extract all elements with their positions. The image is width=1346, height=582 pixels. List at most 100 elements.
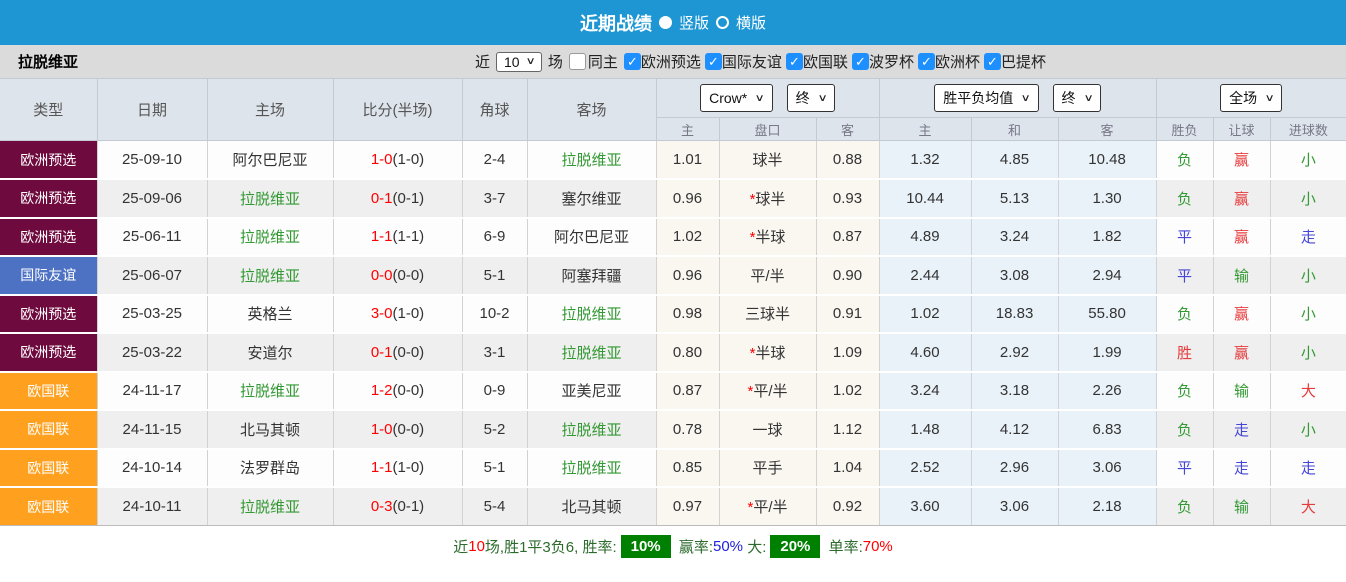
cell-avg-draw: 3.06: [971, 487, 1059, 526]
cell-type: 欧国联: [0, 448, 98, 488]
near-count-value: 10: [503, 53, 520, 70]
odds-stage-value: 终: [795, 90, 810, 106]
scope-select[interactable]: 全场 ∨: [1220, 84, 1283, 112]
cell-odds-away: 1.04: [816, 448, 880, 488]
col-header-corners: 角球: [461, 78, 528, 141]
cell-result-goals: 小: [1270, 256, 1346, 296]
cell-result-handicap: 走: [1213, 448, 1271, 488]
avg-stage-select[interactable]: 终 ∨: [1052, 84, 1101, 112]
cell-away-team: 拉脱维亚: [527, 448, 657, 488]
competition-checkbox-4[interactable]: ✓: [917, 53, 935, 70]
horizontal-layout-radio[interactable]: [716, 16, 729, 29]
cell-corners: 6-9: [462, 217, 528, 257]
summary-segment: 场,胜1平3负6, 胜率:: [484, 539, 617, 556]
score-fulltime: 0-1: [370, 189, 393, 207]
cell-result-goals: 小: [1270, 294, 1346, 334]
handicap-text: 平/半: [753, 499, 788, 516]
matches-label: 场: [547, 54, 563, 71]
table-row: 欧国联 24-10-14 法罗群岛 1-1(1-0) 5-1 拉脱维亚 0.85 平手 1.04…: [0, 448, 1346, 488]
score-halftime: (0-0): [392, 420, 425, 438]
cell-result-winloss: 平: [1156, 448, 1214, 488]
competition-checkbox-3[interactable]: ✓: [851, 53, 869, 70]
cell-type: 欧洲预选: [0, 333, 98, 373]
cell-odds-home: 0.87: [656, 371, 720, 411]
cell-home-team: 阿尔巴尼亚: [207, 140, 334, 180]
cell-result-winloss: 胜: [1156, 333, 1214, 373]
cell-odds-home: 0.96: [656, 179, 720, 219]
table-row: 欧国联 24-10-11 拉脱维亚 0-3(0-1) 5-4 北马其顿 0.97 *平/半 0.…: [0, 487, 1346, 526]
competition-checkbox-0[interactable]: ✓: [623, 53, 641, 70]
cell-result-winloss: 负: [1156, 294, 1214, 334]
summary-segment: 10%: [620, 535, 671, 558]
avg-type-value: 胜平负均值: [943, 90, 1014, 106]
cell-result-winloss: 负: [1156, 371, 1214, 411]
score-halftime: (1-0): [392, 305, 425, 323]
cell-avg-draw: 4.12: [971, 410, 1059, 450]
vertical-layout-radio[interactable]: [658, 16, 672, 29]
vertical-layout-label[interactable]: 竖版: [678, 15, 709, 32]
subheader-avg-home: 主: [878, 117, 972, 141]
subheader-handicap: 盘口: [718, 117, 817, 141]
odds-group-header: Crow* ∨ 终 ∨: [655, 78, 880, 118]
cell-score: 1-2(0-0): [333, 371, 463, 411]
cell-avg-away: 2.18: [1058, 487, 1157, 526]
cell-type: 欧国联: [0, 371, 98, 411]
cell-home-team: 拉脱维亚: [207, 256, 334, 296]
cell-handicap: *球半: [719, 179, 817, 219]
cell-handicap: *半球: [719, 333, 817, 373]
horizontal-layout-label[interactable]: 横版: [736, 15, 767, 32]
handicap-star: *: [749, 344, 756, 362]
score-halftime: (0-1): [392, 189, 425, 207]
avg-stage-value: 终: [1061, 90, 1076, 106]
cell-avg-draw: 3.08: [971, 256, 1059, 296]
score-halftime: (0-0): [392, 343, 425, 361]
subheader-goals: 进球数: [1269, 117, 1346, 141]
score-halftime: (0-0): [392, 382, 425, 400]
cell-avg-home: 3.60: [879, 487, 972, 526]
competition-checkbox-5[interactable]: ✓: [983, 53, 1001, 70]
cell-avg-draw: 2.96: [971, 448, 1059, 488]
odds-company-select[interactable]: Crow* ∨: [700, 84, 773, 112]
cell-score: 1-1(1-0): [333, 448, 463, 488]
competition-checkbox-2[interactable]: ✓: [785, 53, 803, 70]
cell-result-handicap: 输: [1213, 256, 1271, 296]
competition-checkbox-1[interactable]: ✓: [704, 53, 722, 70]
cell-odds-away: 0.90: [816, 256, 880, 296]
cell-result-winloss: 负: [1156, 140, 1214, 180]
cell-corners: 3-1: [462, 333, 528, 373]
same-home-checkbox[interactable]: [568, 53, 586, 70]
competition-label-2: 欧国联: [802, 54, 848, 71]
cell-result-handicap: 输: [1213, 487, 1271, 526]
avg-type-select[interactable]: 胜平负均值 ∨: [934, 84, 1039, 112]
subheader-giveball: 让球: [1212, 117, 1271, 141]
cell-avg-home: 4.89: [879, 217, 972, 257]
table-row: 欧洲预选 25-03-25 英格兰 3-0(1-0) 10-2 拉脱维亚 0.98 三球半 0.…: [0, 294, 1346, 334]
team-name: 拉脱维亚: [18, 54, 79, 71]
cell-type: 欧洲预选: [0, 217, 98, 257]
handicap-star: *: [747, 499, 754, 516]
score-halftime: (0-1): [392, 498, 425, 515]
cell-result-goals: 小: [1270, 140, 1346, 180]
cell-odds-away: 1.02: [816, 371, 880, 411]
cell-result-handicap: 赢: [1213, 217, 1271, 257]
cell-avg-home: 4.60: [879, 333, 972, 373]
cell-date: 25-09-10: [97, 140, 208, 180]
odds-stage-select[interactable]: 终 ∨: [786, 84, 835, 112]
cell-avg-away: 55.80: [1058, 294, 1157, 334]
cell-away-team: 北马其顿: [527, 487, 657, 526]
cell-home-team: 法罗群岛: [207, 448, 334, 488]
cell-type: 欧国联: [0, 487, 98, 526]
col-header-home: 主场: [206, 78, 334, 141]
competition-label-3: 波罗杯: [868, 54, 914, 71]
cell-odds-home: 0.80: [656, 333, 720, 373]
cell-result-winloss: 负: [1156, 410, 1214, 450]
cell-type: 欧洲预选: [0, 140, 98, 180]
summary-segment: 50%: [713, 538, 744, 555]
near-count-select[interactable]: 10 ∨: [495, 51, 542, 72]
subheader-odds-away: 客: [815, 117, 880, 141]
cell-handicap: 平手: [719, 448, 817, 488]
score-fulltime: 0-1: [370, 343, 393, 361]
table-row: 国际友谊 25-06-07 拉脱维亚 0-0(0-0) 5-1 阿塞拜疆 0.96 平/半 0.…: [0, 256, 1346, 296]
competition-label-4: 欧洲杯: [934, 54, 980, 71]
